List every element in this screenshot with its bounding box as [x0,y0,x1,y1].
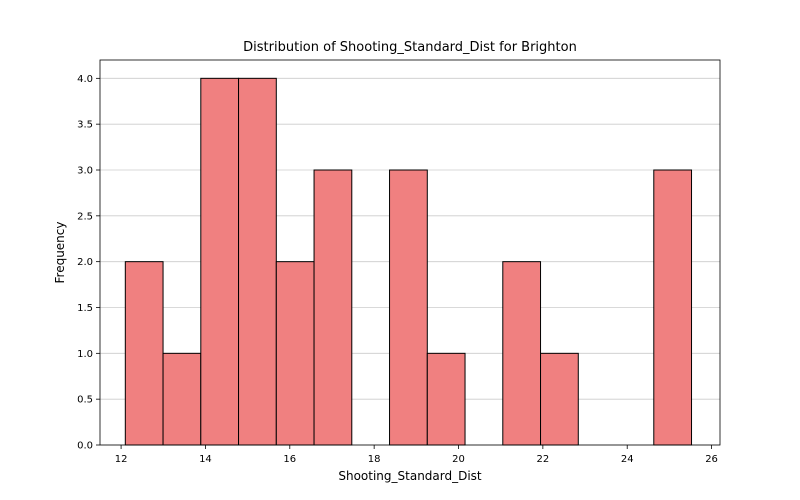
x-tick-label: 14 [199,454,212,465]
x-tick-label: 16 [283,454,296,465]
y-tick-label: 0.5 [77,395,93,406]
histogram-bar [540,352,579,446]
histogram-bar [124,261,164,446]
x-tick-label: 26 [705,454,718,465]
plot-frame [99,59,721,446]
x-tick-label: 18 [368,454,381,465]
histogram-bar [313,169,353,446]
chart-title: Distribution of Shooting_Standard_Dist f… [243,40,577,55]
x-tick-label: 22 [536,454,549,465]
histogram-bar [426,352,466,446]
y-tick-label: 1.0 [77,349,93,360]
y-tick-label: 3.0 [77,166,93,177]
y-tick-label: 3.5 [77,120,93,131]
x-axis-ticks: 12 14 16 18 20 22 24 26 [115,445,718,465]
y-tick-label: 4.0 [77,74,93,85]
x-tick-label: 20 [452,454,465,465]
histogram-bars [124,77,693,446]
y-tick-label: 2.0 [77,257,93,268]
histogram-bar [653,169,693,446]
y-tick-label: 2.5 [77,211,93,222]
histogram-bar [162,352,202,446]
x-axis-label: Shooting_Standard_Dist [338,469,482,483]
x-tick-label: 24 [621,454,634,465]
y-tick-label: 1.5 [77,303,93,314]
y-axis-label: Frequency [53,222,67,284]
x-tick-label: 12 [115,454,128,465]
histogram-bar [238,77,277,446]
histogram-bar [200,77,240,446]
histogram-bar [389,169,428,446]
histogram-bar [502,261,542,446]
y-tick-label: 0.0 [77,441,93,452]
y-axis-ticks: 0.0 0.5 1.0 1.5 2.0 2.5 3.0 3.5 4.0 [77,74,100,452]
histogram-bar [275,261,315,446]
